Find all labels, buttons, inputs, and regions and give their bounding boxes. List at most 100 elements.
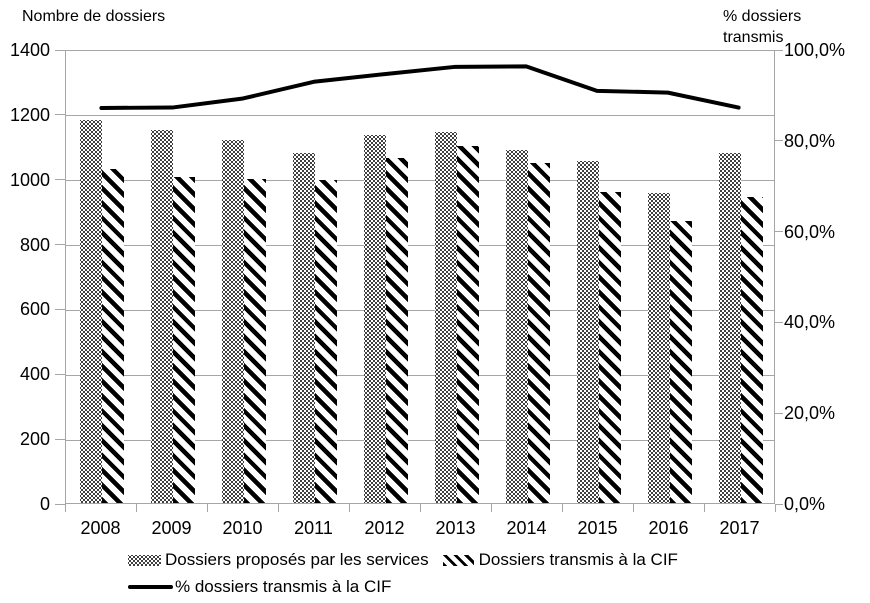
left-axis-tick-label: 1000: [9, 169, 50, 190]
bar-transmis-2010: [243, 178, 266, 503]
x-axis-tick: [775, 504, 776, 512]
left-axis-tick-label: 0: [39, 494, 50, 514]
plot-area: [65, 50, 775, 504]
gridline-1000: [66, 180, 774, 182]
bar-group-2016: [634, 51, 705, 503]
x-tick-label-2014: 2014: [506, 518, 547, 538]
x-tick-label-2012: 2012: [364, 518, 405, 538]
bar-group-2013: [421, 51, 492, 503]
right-axis-tick-label: 80,0%: [784, 130, 836, 151]
gridline-200: [66, 439, 774, 441]
left-axis-tick-label: 800: [19, 234, 50, 255]
right-axis-tick: [775, 412, 783, 414]
left-axis-tick: [55, 308, 65, 310]
left-axis-tick: [55, 179, 65, 181]
left-axis-tick: [55, 49, 65, 51]
bar-transmis-2015: [598, 191, 621, 503]
x-axis-tick: [562, 504, 563, 512]
right-axis-tick-label: 0,0%: [784, 494, 826, 514]
gridline-800: [66, 245, 774, 247]
bar-group-2015: [563, 51, 634, 503]
left-axis-tick-label: 1200: [9, 104, 50, 125]
legend-swatch-hatch-bar: [442, 554, 474, 566]
bar-group-2017: [705, 51, 776, 503]
bar-transmis-2011: [314, 180, 337, 503]
legend-swatch-line: [128, 585, 173, 589]
bar-proposes-2012: [363, 134, 386, 503]
x-tick-label-2015: 2015: [577, 518, 618, 538]
x-tick-label-2011: 2011: [294, 518, 333, 538]
x-axis-tick: [491, 504, 492, 512]
left-axis-tick: [55, 438, 65, 440]
left-axis-tick-label: 1400: [9, 40, 50, 60]
right-axis-tick: [775, 140, 783, 142]
bar-transmis-2014: [527, 162, 550, 503]
bar-proposes-2008: [79, 120, 102, 503]
bar-group-2011: [279, 51, 350, 503]
line-series-layer: [99, 64, 741, 110]
left-axis-tick: [55, 244, 65, 246]
x-axis-tick: [278, 504, 279, 512]
right-axis-tick: [775, 503, 783, 505]
bar-group-2009: [137, 51, 208, 503]
legend-row-1: Dossiers proposés par les services Dossi…: [128, 550, 678, 570]
bar-transmis-2016: [669, 220, 692, 503]
bar-transmis-2017: [740, 196, 763, 503]
right-axis-tick: [775, 231, 783, 233]
bar-group-2010: [208, 51, 279, 503]
x-tick-label-2013: 2013: [435, 518, 476, 538]
x-tick-label-2009: 2009: [151, 518, 192, 538]
bar-transmis-2008: [101, 169, 124, 503]
right-axis-tick-label: 100,0%: [784, 40, 846, 60]
legend-label-proposes: Dossiers proposés par les services: [165, 550, 429, 569]
bar-proposes-2011: [292, 152, 315, 503]
left-axis-tick-label: 200: [19, 429, 50, 450]
x-axis-tick: [65, 504, 66, 512]
bar-proposes-2016: [647, 193, 670, 503]
bar-proposes-2017: [718, 152, 741, 503]
x-tick-label-2008: 2008: [80, 518, 121, 538]
bar-proposes-2015: [576, 160, 599, 503]
x-axis-tick: [633, 504, 634, 512]
legend-swatch-dotted-bar: [128, 554, 161, 566]
left-axis-tick: [55, 503, 65, 505]
gridline-600: [66, 309, 774, 311]
bar-transmis-2009: [172, 177, 195, 503]
x-tick-label-2016: 2016: [648, 518, 689, 538]
x-tick-label-2017: 2017: [719, 518, 760, 538]
bar-transmis-2013: [456, 146, 479, 503]
bar-proposes-2009: [150, 130, 173, 503]
x-axis-tick: [420, 504, 421, 512]
gridline-1200: [66, 115, 774, 117]
x-axis-tick: [207, 504, 208, 512]
right-axis-tick: [775, 321, 783, 323]
right-axis-title: % dossiers transmis: [723, 6, 801, 48]
left-axis-tick-label: 600: [19, 299, 50, 320]
legend-label-pct-transmis: % dossiers transmis à la CIF: [175, 577, 392, 596]
bar-group-2014: [492, 51, 563, 503]
x-tick-label-2010: 2010: [222, 518, 263, 538]
pct-transmis-line: [99, 64, 741, 110]
right-axis-tick-label: 60,0%: [784, 221, 836, 242]
x-axis-tick: [704, 504, 705, 512]
right-axis-tick: [775, 49, 783, 51]
bar-group-2012: [350, 51, 421, 503]
bar-proposes-2014: [505, 149, 528, 503]
x-axis-tick: [136, 504, 137, 512]
right-axis-tick-label: 20,0%: [784, 403, 836, 424]
gridline-400: [66, 374, 774, 376]
bar-proposes-2010: [221, 139, 244, 503]
left-axis-title: Nombre de dossiers: [22, 8, 166, 25]
legend-row-2: % dossiers transmis à la CIF: [128, 577, 391, 597]
legend-label-transmis: Dossiers transmis à la CIF: [478, 550, 678, 569]
right-axis-title-line-1: % dossiers: [723, 8, 802, 25]
x-axis-tick: [349, 504, 350, 512]
left-axis-tick: [55, 373, 65, 375]
right-axis-tick-label: 40,0%: [784, 312, 836, 333]
bar-proposes-2013: [434, 131, 457, 503]
right-axis-title-line-2: transmis: [723, 29, 784, 46]
left-axis-tick: [55, 114, 65, 116]
left-axis-tick-label: 400: [19, 364, 50, 385]
bar-transmis-2012: [385, 157, 408, 503]
